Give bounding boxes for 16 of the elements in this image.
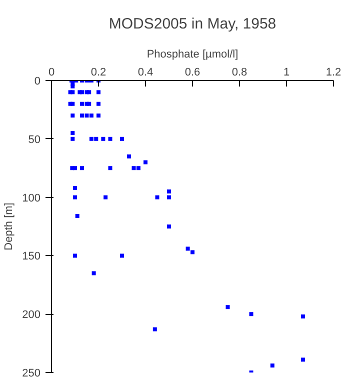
x-axis-title: Phosphate [µmol/l]	[146, 48, 238, 60]
x-tick-label: 1.2	[326, 66, 342, 78]
x-tick-label: 0.4	[138, 66, 154, 78]
chart-title: MODS2005 in May, 1958	[108, 16, 276, 32]
y-tick-label: 100	[22, 192, 41, 204]
x-tick-label: 0.6	[184, 66, 200, 78]
y-tick-label: 0	[34, 76, 41, 88]
x-tick-label: 0	[48, 66, 55, 78]
y-axis-title: Depth [m]	[3, 202, 16, 250]
y-tick-label: 250	[22, 368, 41, 380]
y-tick-label: 50	[28, 134, 41, 146]
y-tick-label: 150	[22, 250, 41, 263]
x-tick-label: 0.2	[90, 66, 106, 78]
y-tick-label: 200	[22, 309, 41, 322]
x-tick-label: 1	[283, 66, 290, 78]
x-tick-label: 0.8	[232, 66, 248, 78]
